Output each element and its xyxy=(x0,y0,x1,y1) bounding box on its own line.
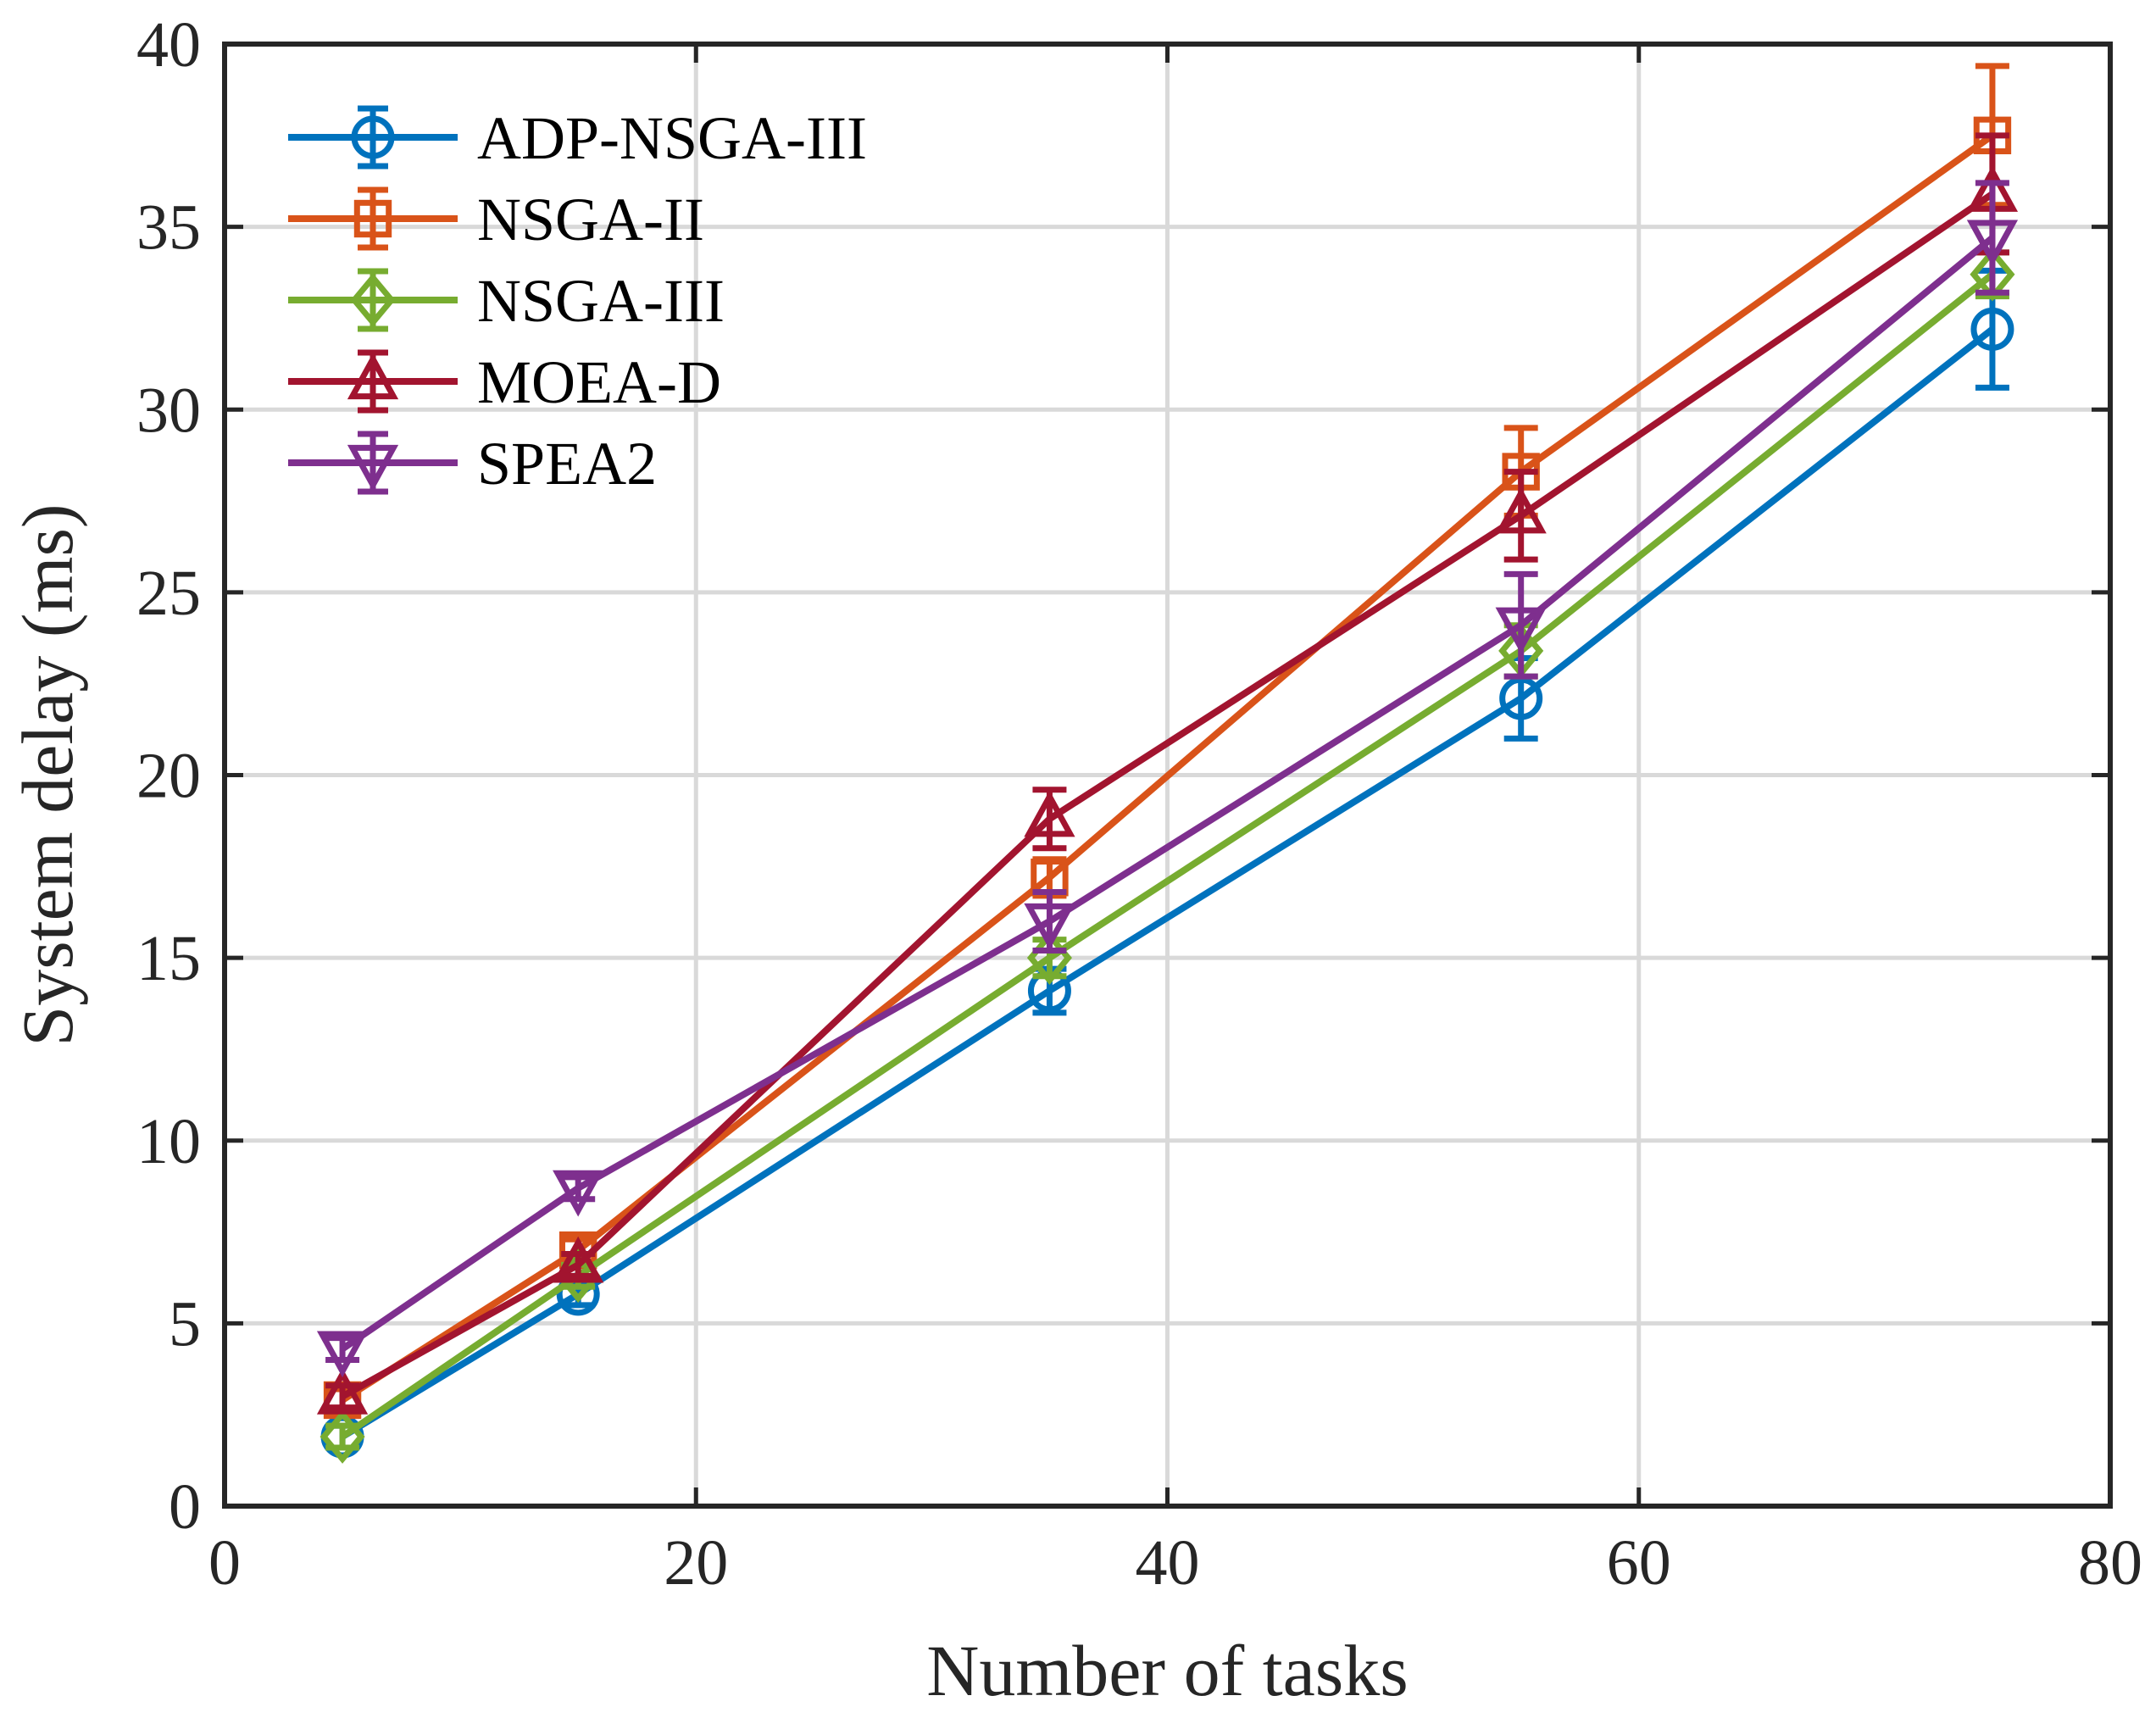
legend-label: NSGA-III xyxy=(477,267,725,335)
x-tick-label: 40 xyxy=(1136,1527,1200,1598)
legend-marker xyxy=(353,199,392,238)
y-tick-label: 5 xyxy=(169,1288,201,1359)
y-tick-label: 10 xyxy=(136,1106,201,1177)
legend-entry: NSGA-III xyxy=(288,267,725,335)
legend-entry: SPEA2 xyxy=(288,430,657,498)
data-point xyxy=(553,1236,604,1283)
data-point xyxy=(1970,247,2015,302)
x-tick-label: 60 xyxy=(1607,1527,1671,1598)
data-point xyxy=(553,1170,604,1217)
legend-entry: MOEA-D xyxy=(288,348,721,416)
y-tick-label: 40 xyxy=(136,9,201,81)
x-tick-label: 20 xyxy=(664,1527,728,1598)
legend-label: ADP-NSGA-III xyxy=(477,104,867,172)
x-axis-title: Number of tasks xyxy=(926,1630,1408,1711)
axis-ticks: 0 20 40 60 80 0 5 10 15 20 25 30 35 40 xyxy=(136,9,2142,1598)
series-spea2 xyxy=(316,180,2019,1378)
legend-marker xyxy=(347,444,399,492)
data-point xyxy=(1966,220,2019,267)
series-group xyxy=(316,63,2019,1464)
data-point xyxy=(316,1367,369,1415)
data-point xyxy=(1024,790,1075,837)
data-point xyxy=(1495,486,1547,534)
data-point xyxy=(1024,903,1075,950)
legend-marker xyxy=(347,353,399,400)
y-tick-label: 20 xyxy=(136,741,201,812)
data-point xyxy=(1495,607,1547,654)
y-tick-label: 15 xyxy=(136,923,201,994)
grid xyxy=(225,44,2110,1506)
y-tick-label: 0 xyxy=(169,1471,201,1543)
data-point xyxy=(316,1331,369,1378)
y-tick-label: 35 xyxy=(136,192,201,264)
legend-marker xyxy=(351,115,395,159)
legend-marker xyxy=(350,273,396,327)
legend-label: NSGA-II xyxy=(477,186,704,253)
x-tick-label: 0 xyxy=(208,1527,241,1598)
data-point xyxy=(1499,676,1543,720)
x-tick-label: 80 xyxy=(2078,1527,2142,1598)
legend-label: MOEA-D xyxy=(477,348,721,416)
legend-entry: NSGA-II xyxy=(288,186,704,253)
data-point xyxy=(320,1409,365,1464)
data-point xyxy=(1970,307,2014,351)
legend-entry: ADP-NSGA-III xyxy=(288,104,867,172)
legend-label: SPEA2 xyxy=(477,430,657,498)
y-tick-label: 30 xyxy=(136,375,201,446)
y-axis-title: System delay (ms) xyxy=(7,503,88,1046)
y-tick-label: 25 xyxy=(136,558,201,629)
legend: ADP-NSGA-III NSGA-II NSGA-III MOEA-D SPEA2 xyxy=(288,104,867,498)
